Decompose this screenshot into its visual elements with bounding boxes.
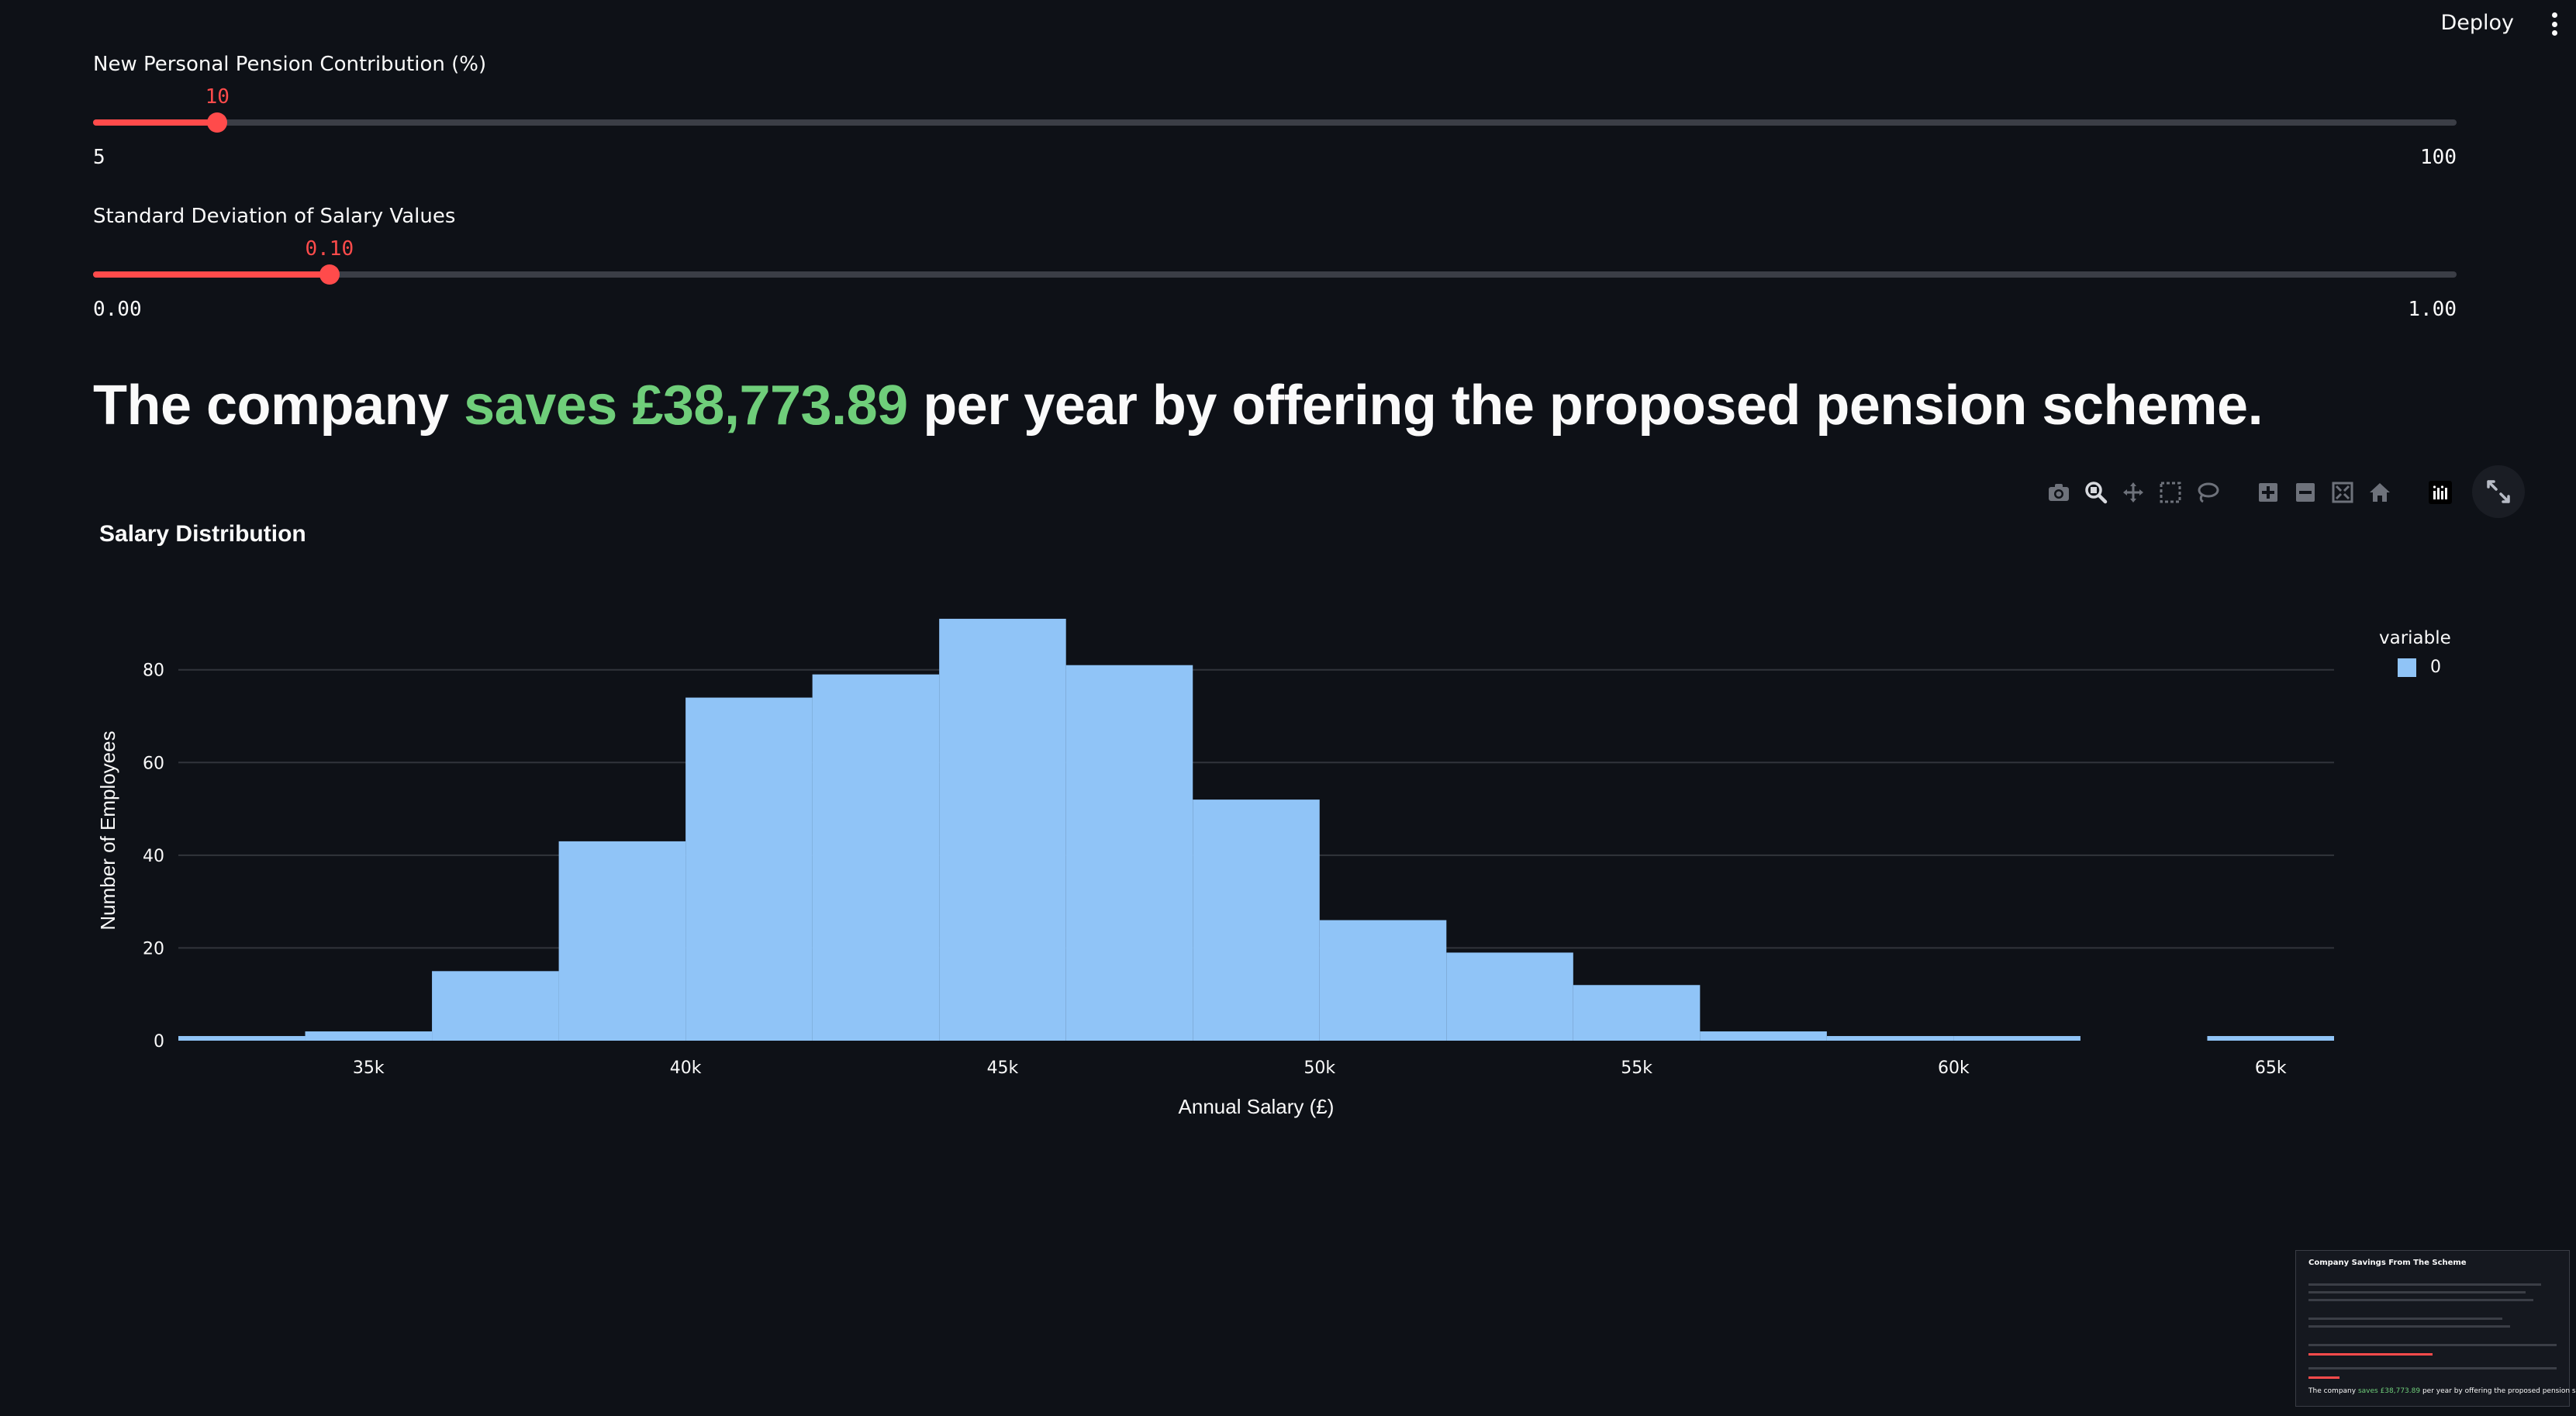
minimap-title: Company Savings From The Scheme (2308, 1259, 2467, 1267)
y-tick-label: 80 (143, 661, 164, 681)
savings-amount: saves £38,773.89 (464, 375, 908, 437)
slider-label: Standard Deviation of Salary Values (93, 205, 456, 228)
minimap-amount: saves £38,773.89 (2357, 1387, 2421, 1395)
legend-label: 0 (2430, 658, 2441, 677)
slider-value: 10 (205, 85, 230, 109)
histogram-bar[interactable] (1953, 1036, 2080, 1041)
zoom-out-icon[interactable] (2292, 479, 2319, 506)
histogram-bar[interactable] (558, 841, 686, 1041)
savings-headline: The company saves £38,773.89 per year by… (93, 374, 2263, 437)
histogram-bar[interactable] (939, 618, 1066, 1041)
histogram-bar[interactable] (1193, 800, 1320, 1041)
y-axis-title: Number of Employees (96, 730, 119, 930)
histogram-bar[interactable] (1573, 985, 1701, 1041)
slider-label: New Personal Pension Contribution (%) (93, 53, 487, 76)
slider-min: 5 (93, 146, 105, 169)
x-tick-label: 55k (1621, 1059, 1652, 1078)
salary-std-dev-slider: Standard Deviation of Salary Values 0.10… (93, 205, 2457, 329)
histogram-bar[interactable] (1826, 1036, 1954, 1041)
slider-fill (93, 119, 218, 126)
histogram-bar[interactable] (1319, 920, 1447, 1041)
x-tick-label: 35k (353, 1059, 385, 1078)
lasso-select-icon[interactable] (2194, 479, 2221, 506)
slider-max: 100 (2420, 146, 2457, 169)
histogram-bar[interactable] (812, 674, 940, 1041)
plotly-logo-icon[interactable] (2427, 479, 2453, 506)
slider-thumb[interactable] (207, 112, 228, 133)
histogram-bar[interactable] (1065, 665, 1193, 1041)
zoom-icon[interactable] (2083, 479, 2109, 506)
x-axis-title: Annual Salary (£) (1179, 1095, 1335, 1118)
slider-value: 0.10 (305, 237, 354, 261)
histogram-bar[interactable] (1446, 952, 1573, 1041)
legend-swatch (2398, 658, 2416, 677)
histogram-bar[interactable] (432, 971, 559, 1041)
y-tick-label: 40 (143, 847, 164, 866)
x-tick-label: 60k (1938, 1059, 1970, 1078)
x-tick-label: 45k (987, 1059, 1019, 1078)
slider-track[interactable] (93, 264, 2457, 285)
histogram-bar[interactable] (2207, 1036, 2334, 1041)
slider-max: 1.00 (2408, 298, 2457, 321)
slider-track[interactable] (93, 112, 2457, 133)
minimap-suffix: per year by offering the proposed pensio… (2422, 1387, 2576, 1395)
legend-title: variable (2379, 628, 2451, 648)
x-tick-label: 65k (2255, 1059, 2287, 1078)
histogram-bar[interactable] (305, 1031, 433, 1041)
x-tick-label: 50k (1304, 1059, 1335, 1078)
headline-suffix: per year by offering the proposed pensio… (907, 375, 2263, 437)
slider-fill (93, 271, 330, 278)
histogram-bar[interactable] (685, 697, 813, 1041)
slider-min: 0.00 (93, 298, 142, 321)
box-select-icon[interactable] (2157, 479, 2184, 506)
minimap-headline: The company saves £38,773.89 per year by… (2308, 1387, 2576, 1395)
slider-thumb[interactable] (319, 264, 340, 285)
main-menu-icon[interactable] (2550, 12, 2559, 36)
chart-title: Salary Distribution (99, 521, 306, 547)
y-tick-label: 0 (154, 1032, 164, 1052)
fullscreen-button[interactable] (2472, 465, 2525, 518)
pension-contribution-slider: New Personal Pension Contribution (%) 10… (93, 53, 2457, 177)
headline-prefix: The company (93, 375, 464, 437)
legend-item[interactable]: 0 (2398, 658, 2441, 677)
expand-icon (2487, 480, 2510, 503)
autoscale-icon[interactable] (2329, 479, 2356, 506)
minimap-prefix: The company (2308, 1387, 2358, 1395)
pan-icon[interactable] (2120, 479, 2146, 506)
camera-icon[interactable] (2046, 479, 2072, 506)
deploy-button[interactable]: Deploy (2440, 11, 2514, 35)
reset-axes-icon[interactable] (2367, 479, 2393, 506)
y-tick-label: 60 (143, 754, 164, 773)
histogram-bar[interactable] (178, 1036, 306, 1041)
zoom-in-icon[interactable] (2255, 479, 2281, 506)
x-tick-label: 40k (670, 1059, 702, 1078)
chart-toolbar (2046, 479, 2464, 506)
histogram-bar[interactable] (1700, 1031, 1827, 1041)
page-minimap[interactable]: Company Savings From The Scheme The comp… (2295, 1250, 2576, 1407)
y-tick-label: 20 (143, 939, 164, 958)
